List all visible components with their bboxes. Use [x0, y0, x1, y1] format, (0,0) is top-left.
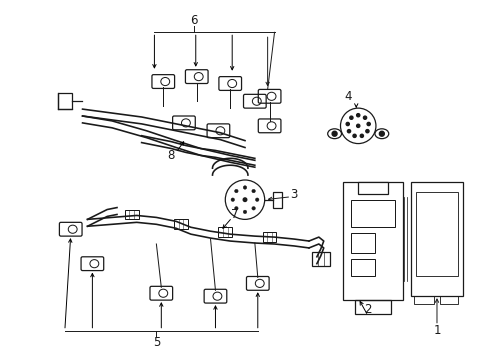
- Circle shape: [346, 130, 350, 133]
- Text: 5: 5: [152, 336, 160, 349]
- Bar: [410, 183, 462, 296]
- Circle shape: [234, 207, 238, 210]
- Bar: [272, 192, 282, 208]
- Bar: [218, 227, 232, 237]
- Text: 6: 6: [190, 14, 197, 27]
- Circle shape: [243, 186, 246, 189]
- Bar: [343, 182, 402, 300]
- Bar: [358, 182, 387, 194]
- Bar: [355, 300, 390, 314]
- Bar: [174, 219, 187, 229]
- Bar: [350, 233, 374, 253]
- Circle shape: [352, 134, 355, 138]
- Bar: [311, 252, 329, 266]
- Bar: [124, 210, 139, 219]
- Text: 2: 2: [364, 303, 371, 316]
- Circle shape: [379, 131, 384, 136]
- Text: 3: 3: [290, 188, 297, 201]
- Circle shape: [346, 122, 348, 126]
- Circle shape: [251, 207, 255, 210]
- Circle shape: [356, 114, 359, 117]
- Bar: [350, 200, 394, 227]
- Bar: [350, 259, 374, 276]
- Circle shape: [251, 189, 255, 193]
- Text: 4: 4: [344, 90, 351, 103]
- Circle shape: [255, 198, 259, 202]
- Bar: [58, 93, 72, 109]
- Circle shape: [363, 116, 366, 119]
- Circle shape: [230, 198, 234, 202]
- Text: 8: 8: [167, 149, 175, 162]
- Circle shape: [234, 189, 238, 193]
- Circle shape: [366, 122, 369, 126]
- Bar: [262, 232, 276, 242]
- Circle shape: [356, 124, 359, 127]
- Bar: [413, 296, 433, 303]
- Circle shape: [349, 116, 352, 119]
- Circle shape: [243, 210, 246, 214]
- Circle shape: [331, 131, 336, 136]
- Text: 7: 7: [231, 208, 239, 221]
- Bar: [415, 192, 457, 276]
- Bar: [439, 296, 457, 303]
- Circle shape: [365, 130, 368, 133]
- Circle shape: [243, 198, 246, 202]
- Text: 1: 1: [432, 324, 440, 337]
- Circle shape: [360, 134, 363, 138]
